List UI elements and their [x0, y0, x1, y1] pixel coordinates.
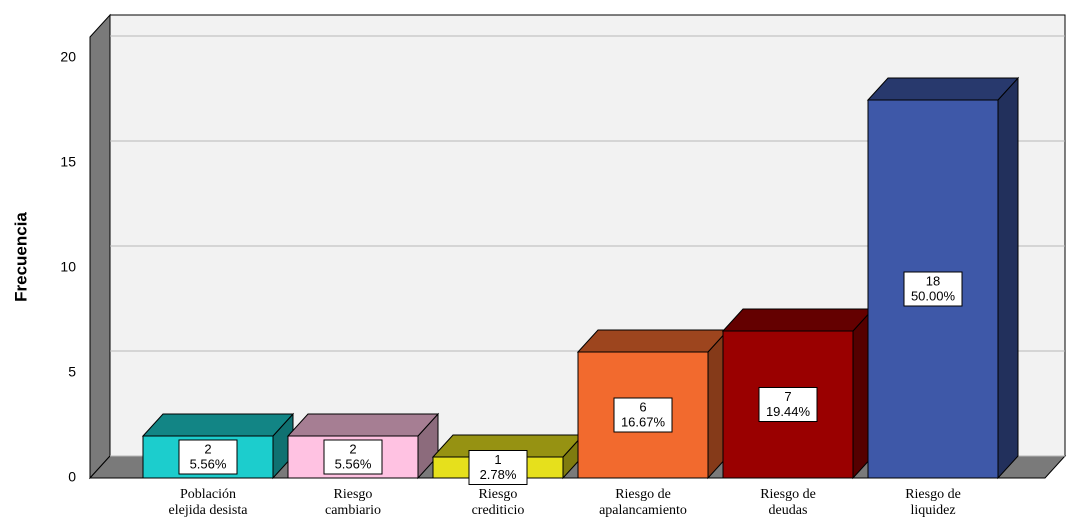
left-wall — [89, 13, 111, 480]
x-tick-label: Riesgo de deudas — [760, 487, 816, 518]
percentage-label: 5.56% — [335, 456, 372, 471]
y-tick-label: 0 — [68, 469, 76, 485]
value-label: 2 — [349, 441, 356, 456]
x-tick-label: Riesgo cambiario — [325, 487, 381, 518]
x-tick-label: Población elejida desista — [169, 487, 249, 518]
label-box — [613, 397, 673, 433]
percentage-label: 16.67% — [621, 414, 666, 429]
bar-side — [997, 76, 1019, 480]
label-box — [323, 439, 383, 475]
value-label: 1 — [494, 452, 501, 467]
percentage-label: 2.78% — [480, 467, 517, 482]
y-tick-label: 10 — [60, 259, 76, 275]
y-tick-label: 15 — [60, 154, 76, 170]
bar-top — [576, 329, 730, 353]
bar-top — [866, 77, 1020, 101]
percentage-label: 5.56% — [190, 456, 227, 471]
value-label: 18 — [926, 273, 940, 288]
x-tick-label: Riesgo de apalancamiento — [599, 487, 687, 518]
bar-top — [286, 413, 440, 437]
y-tick-label: 20 — [60, 49, 76, 65]
percentage-label: 50.00% — [911, 288, 956, 303]
bar-top — [141, 413, 295, 437]
value-label: 7 — [784, 389, 791, 404]
label-box — [468, 450, 528, 485]
label-box — [178, 439, 238, 475]
value-label: 6 — [639, 399, 646, 414]
x-tick-label: Riesgo crediticio — [472, 487, 525, 518]
bar-top — [721, 308, 875, 332]
percentage-label: 19.44% — [766, 404, 811, 419]
x-tick-label: Riesgo de liquidez — [905, 487, 961, 518]
y-axis-label: Frecuencia — [11, 212, 30, 302]
label-box — [903, 271, 963, 307]
value-label: 2 — [204, 441, 211, 456]
label-box — [758, 387, 818, 422]
y-tick-label: 5 — [68, 364, 76, 380]
